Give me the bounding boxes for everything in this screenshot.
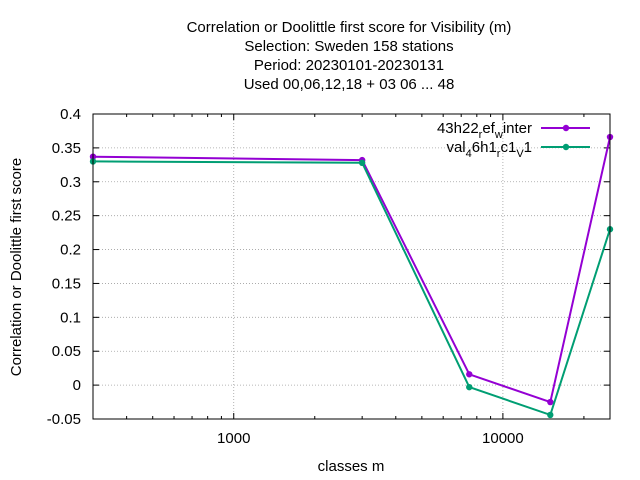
series-line-2: [92, 160, 611, 417]
legend-marker-2: [562, 143, 570, 151]
legend-label-1: 43h22refwinter: [437, 120, 532, 141]
y-tick-label: 0.25: [52, 208, 81, 225]
x-axis-label: classes m: [318, 458, 385, 475]
y-tick-label: 0.2: [60, 242, 81, 259]
y-axis-label: Correlation or Doolittle first score: [8, 158, 25, 376]
chart-title: Correlation or Doolittle first score for…: [187, 19, 512, 93]
y-tick-label: 0.15: [52, 275, 81, 292]
title-line: Period: 20230101-20230131: [254, 57, 444, 74]
y-tick-label: 0.05: [52, 343, 81, 360]
series-1-point: [466, 371, 473, 378]
tick-labels: -0.05 0 0.05 0.1 0.15 0.2 0.25 0.3 0.35 0.4 1000 10…: [47, 106, 524, 447]
y-tick-label: 0.1: [60, 309, 81, 326]
series-line-1: [92, 136, 611, 404]
grid: [93, 114, 610, 419]
y-tick-label: 0.4: [60, 106, 81, 123]
title-line: Selection: Sweden 158 stations: [244, 38, 453, 55]
y-tick-label: 0.3: [60, 174, 81, 191]
plot-frame: [92, 113, 611, 420]
x-tick-label: 1000: [217, 430, 250, 447]
y-tick-label: -0.05: [47, 411, 81, 428]
title-line: Correlation or Doolittle first score for…: [187, 19, 512, 36]
series-2-point: [466, 383, 473, 391]
legend-marker-1: [562, 124, 570, 132]
series-2-point: [358, 159, 366, 166]
series-2-point: [547, 411, 554, 419]
x-tick-label: 10000: [482, 430, 524, 447]
title-line: Used 00,06,12,18 + 03 06 ... 48: [244, 76, 455, 93]
y-tick-label: 0.35: [52, 140, 81, 157]
y-tick-label: 0: [73, 377, 81, 394]
series-layer: [89, 133, 614, 419]
series-1-point: [547, 398, 554, 406]
legend-label-2: val46h1rc1V1: [446, 139, 532, 160]
